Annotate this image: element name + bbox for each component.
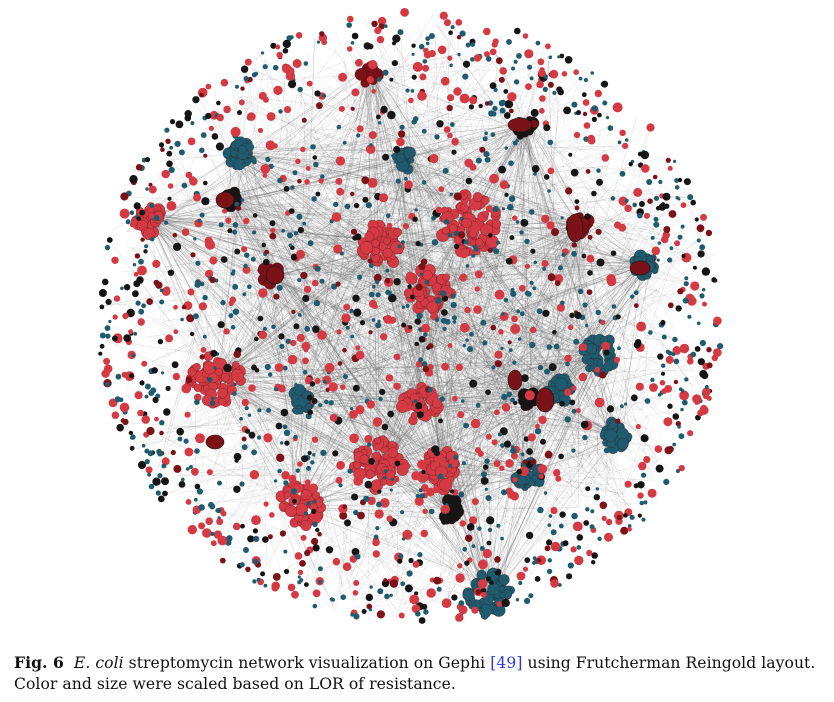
citation-open-bracket: [ — [490, 654, 497, 672]
citation-number: 49 — [496, 654, 517, 672]
citation-close-bracket: ] — [516, 654, 523, 672]
organism-name: E. coli — [73, 654, 124, 672]
network-visualization — [98, 7, 724, 624]
caption-line-2: Color and size were scaled based on LOR … — [14, 675, 456, 693]
figure-caption: Fig. 6 E. coli streptomycin network visu… — [14, 652, 820, 695]
caption-text-b: using Frutcherman Reingold layout. — [522, 654, 816, 672]
network-nodes — [98, 7, 724, 624]
caption-text-a: streptomycin network visualization on Ge… — [123, 654, 491, 672]
network-figure — [98, 7, 724, 624]
figure-label: Fig. 6 — [14, 653, 64, 672]
citation-link[interactable]: [49] — [490, 654, 522, 672]
